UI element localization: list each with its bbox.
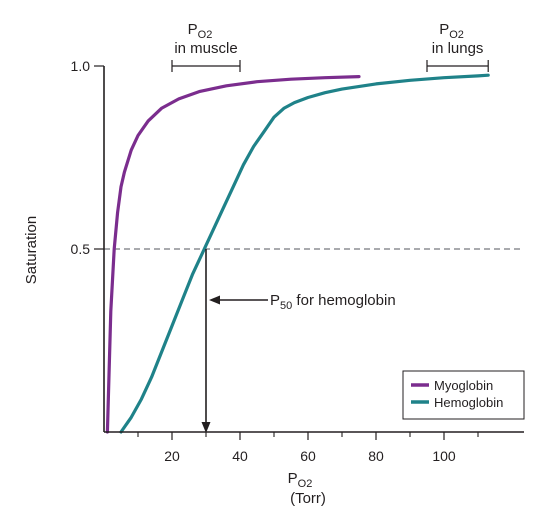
- p50-marker-group: P50 for hemoglobin: [201, 249, 396, 433]
- p50-down-arrowhead: [201, 422, 211, 433]
- p50-left-arrowhead: [209, 295, 220, 305]
- x-tick-label-100: 100: [432, 448, 456, 464]
- legend: Myoglobin Hemoglobin: [402, 370, 525, 420]
- legend-label-myoglobin: Myoglobin: [434, 378, 493, 393]
- x-tick-label-20: 20: [164, 448, 180, 464]
- range-subtitle-in-lungs: in lungs: [432, 40, 484, 57]
- range-subtitle-in-muscle: in muscle: [174, 40, 237, 57]
- curve-hemoglobin: [119, 73, 490, 434]
- range-title-in-lungs: PO2: [439, 21, 464, 41]
- x-tick-label-80: 80: [368, 448, 384, 464]
- x-axis-label: PO2: [288, 470, 313, 490]
- curves: [105, 73, 490, 434]
- x-axis-unit-label: (Torr): [290, 490, 326, 507]
- x-tick-label-40: 40: [232, 448, 248, 464]
- y-tick-label-0.5: 0.5: [71, 241, 91, 257]
- y-tick-label-1.0: 1.0: [71, 58, 91, 74]
- x-tick-label-60: 60: [300, 448, 316, 464]
- p50-label: P50 for hemoglobin: [270, 292, 396, 312]
- curve-myoglobin: [105, 74, 361, 434]
- legend-label-hemoglobin: Hemoglobin: [434, 395, 503, 410]
- legend-box: [402, 370, 525, 420]
- range-title-in-muscle: PO2: [188, 21, 213, 41]
- axes: 20 40 60 80 100 0.5 1.0 PO2(Torr) Saturation: [23, 58, 524, 507]
- y-axis-label: Saturation: [23, 216, 40, 284]
